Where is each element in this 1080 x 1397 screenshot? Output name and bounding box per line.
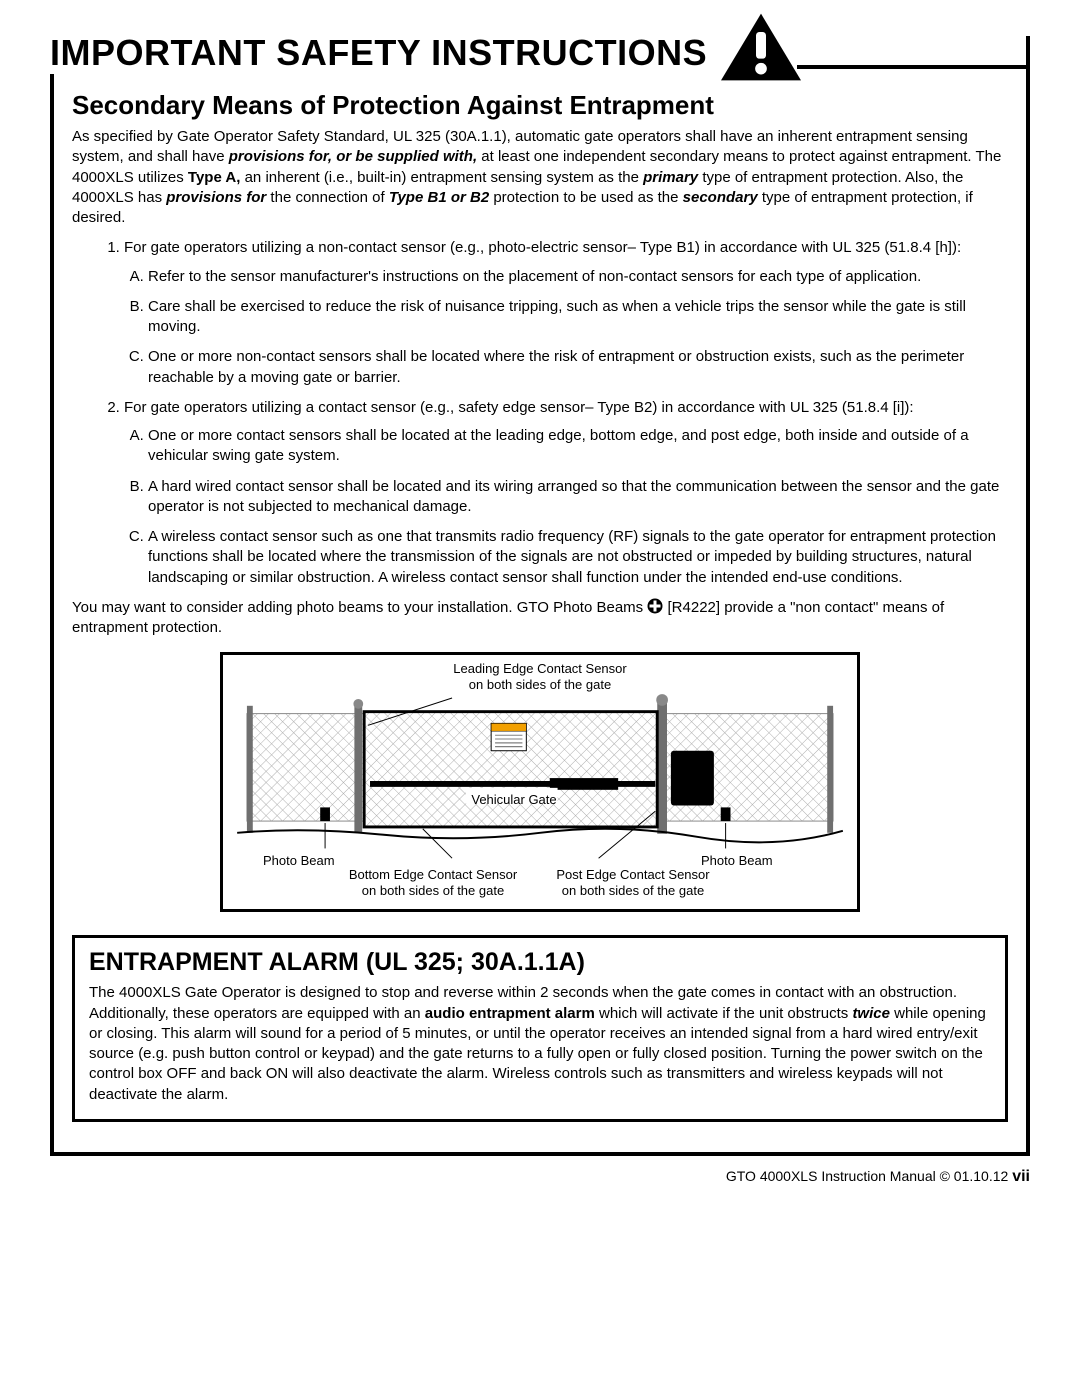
text: For gate operators utilizing a contact s… bbox=[124, 399, 914, 416]
list-item: For gate operators utilizing a non-conta… bbox=[124, 238, 1008, 388]
warning-icon bbox=[713, 12, 797, 82]
alarm-title: ENTRAPMENT ALARM (UL 325; 30A.1.1A) bbox=[89, 948, 991, 977]
footer: GTO 4000XLS Instruction Manual © 01.10.1… bbox=[50, 1168, 1030, 1186]
text: Type A, bbox=[188, 169, 241, 186]
diagram-container: Leading Edge Contact Sensoron both sides… bbox=[72, 652, 1008, 917]
sub-list: Refer to the sensor manufacturer's instr… bbox=[124, 267, 1008, 388]
diagram-label: Leading Edge Contact Sensoron both sides… bbox=[223, 661, 857, 692]
list-item: Care shall be exercised to reduce the ri… bbox=[148, 297, 1008, 338]
text: primary bbox=[643, 169, 698, 186]
sub-list: One or more contact sensors shall be loc… bbox=[124, 426, 1008, 588]
list-item: A wireless contact sensor such as one th… bbox=[148, 527, 1008, 588]
text: secondary bbox=[683, 189, 758, 206]
alarm-text: The 4000XLS Gate Operator is designed to… bbox=[89, 983, 991, 1105]
list-item: For gate operators utilizing a contact s… bbox=[124, 398, 1008, 588]
text: Type B1 or B2 bbox=[389, 189, 489, 206]
text: You may want to consider adding photo be… bbox=[72, 599, 647, 616]
text: an inherent (i.e., built-in) entrapment … bbox=[240, 169, 643, 186]
text: provisions for, or be supplied with, bbox=[229, 148, 477, 165]
text: which will activate if the unit obstruct… bbox=[595, 1005, 853, 1022]
list-item: One or more non-contact sensors shall be… bbox=[148, 347, 1008, 388]
list-item: Refer to the sensor manufacturer's instr… bbox=[148, 267, 1008, 287]
diagram-label: Bottom Edge Contact Sensoron both sides … bbox=[333, 867, 533, 898]
text: audio entrapment alarm bbox=[425, 1005, 595, 1022]
gate-diagram: Leading Edge Contact Sensoron both sides… bbox=[220, 652, 860, 912]
note-paragraph: You may want to consider adding photo be… bbox=[72, 598, 1008, 639]
list-item: A hard wired contact sensor shall be loc… bbox=[148, 477, 1008, 518]
text: protection to be used as the bbox=[489, 189, 682, 206]
header-rule bbox=[797, 65, 1030, 69]
main-list: For gate operators utilizing a non-conta… bbox=[72, 238, 1008, 588]
page-title: IMPORTANT SAFETY INSTRUCTIONS bbox=[50, 32, 713, 74]
plus-icon bbox=[647, 598, 663, 614]
diagram-label: Vehicular Gate bbox=[469, 792, 559, 808]
text: the connection of bbox=[266, 189, 389, 206]
diagram-label: Post Edge Contact Sensoron both sides of… bbox=[533, 867, 733, 898]
text: provisions for bbox=[166, 189, 266, 206]
text: For gate operators utilizing a non-conta… bbox=[124, 239, 961, 256]
footer-text: GTO 4000XLS Instruction Manual © 01.10.1… bbox=[726, 1168, 1008, 1184]
text: twice bbox=[852, 1005, 890, 1022]
list-item: One or more contact sensors shall be loc… bbox=[148, 426, 1008, 467]
alarm-section: ENTRAPMENT ALARM (UL 325; 30A.1.1A) The … bbox=[72, 935, 1008, 1122]
diagram-label: Photo Beam bbox=[263, 853, 335, 869]
page-number: vii bbox=[1012, 1168, 1030, 1185]
section-subtitle: Secondary Means of Protection Against En… bbox=[72, 90, 1008, 121]
intro-paragraph: As specified by Gate Operator Safety Sta… bbox=[72, 127, 1008, 228]
page-frame: IMPORTANT SAFETY INSTRUCTIONS Secondary … bbox=[50, 36, 1030, 1156]
